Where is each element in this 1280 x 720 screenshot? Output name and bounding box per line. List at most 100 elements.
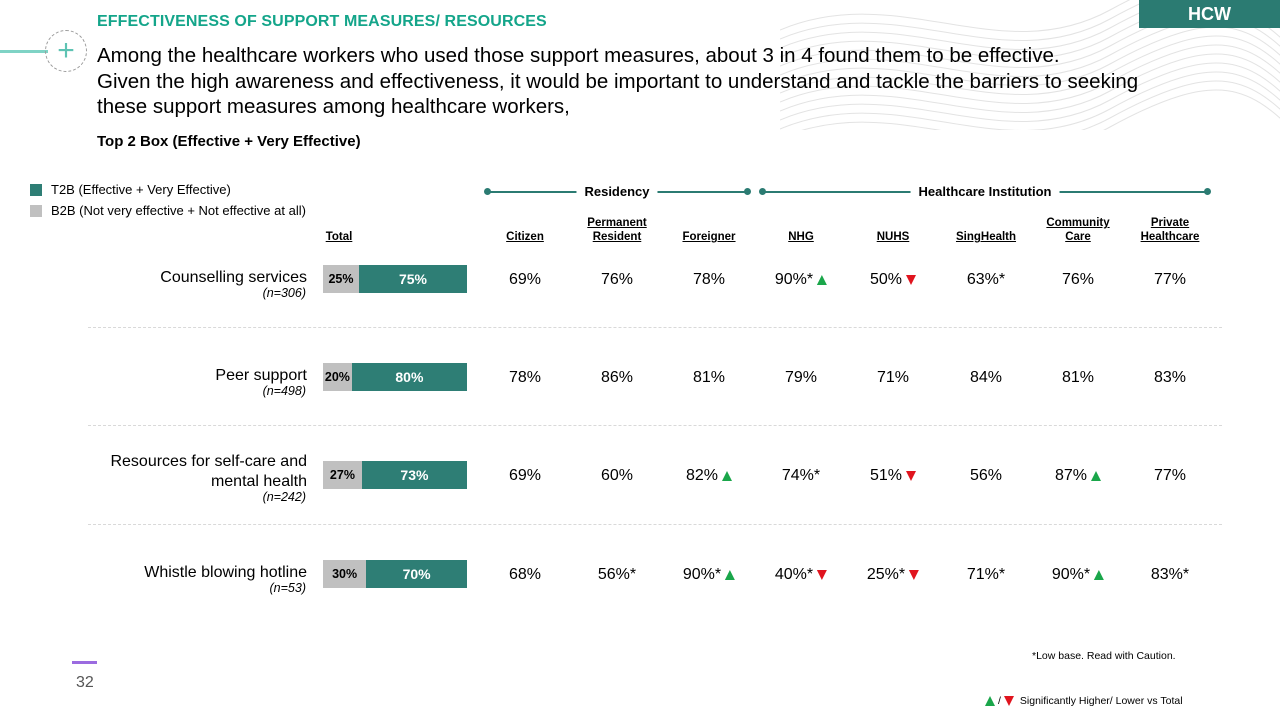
up-triangle-icon: [722, 471, 733, 481]
group-line-dot: [759, 188, 766, 195]
table-cell: 76%: [1062, 270, 1094, 290]
table-cell: 71%: [877, 368, 909, 388]
table-cell: 86%: [601, 368, 633, 388]
stacked-bar: 20% 80%: [323, 363, 467, 391]
row-label: mental health: [210, 473, 307, 490]
table-cell: 60%: [601, 466, 633, 486]
cell-value: 76%: [1061, 271, 1095, 288]
row-label: Resources for self-care and: [110, 453, 307, 470]
table-cell: 63%*: [967, 270, 1005, 290]
sig-note: Significantly Higher/ Lower vs Total: [1019, 695, 1183, 707]
decorative-contour-lines: [780, 0, 1280, 130]
column-header-line: Healthcare: [1140, 231, 1200, 243]
section-title: EFFECTIVENESS OF SUPPORT MEASURES/ RESOU…: [97, 13, 547, 30]
table-cell: 76%: [601, 270, 633, 290]
cell-value: 81%: [692, 369, 726, 386]
table-cell: 71%*: [967, 565, 1005, 585]
legend-label: T2B (Effective + Very Effective): [51, 182, 231, 197]
bar-segment-b2b: 25%: [323, 265, 359, 293]
column-header-line: Permanent: [587, 217, 647, 229]
down-triangle-icon: [906, 471, 917, 481]
table-cell: 90%*: [1051, 565, 1105, 585]
cell-value: 71%*: [966, 566, 1006, 583]
column-header-singhealth: SingHealth: [955, 231, 1017, 243]
table-cell: 40%*: [775, 565, 828, 585]
cell-value: 69%: [508, 467, 542, 484]
bar-segment-b2b: 30%: [323, 560, 367, 588]
table-cell: 50%: [869, 270, 917, 290]
stacked-bar: 30% 70%: [323, 560, 467, 588]
table-cell: 25%*: [866, 565, 920, 585]
table-cell: 51%: [869, 466, 917, 486]
row-base-size: (n=498): [262, 384, 306, 398]
contour-line: [801, 80, 1280, 130]
cell-value: 25%*: [866, 566, 906, 583]
significance-legend: / Significantly Higher/ Lower vs Total: [985, 695, 1183, 707]
contour-line: [780, 53, 1280, 113]
table-cell: 74%*: [782, 466, 820, 486]
table-cell: 90%*: [683, 565, 736, 585]
table-cell: 83%: [1154, 368, 1186, 388]
contour-line: [780, 35, 1280, 95]
contour-line: [780, 0, 1280, 41]
contour-line: [780, 0, 1280, 50]
stacked-bar: 25% 75%: [323, 265, 467, 293]
headline-line: Given the high awareness and effectivene…: [97, 69, 1139, 93]
group-line-dot: [484, 188, 491, 195]
bar-segment-b2b: 20%: [323, 363, 352, 391]
cell-value: 69%: [508, 271, 542, 288]
cell-value: 68%: [508, 566, 542, 583]
cell-value: 76%: [600, 271, 634, 288]
table-cell: 68%: [509, 565, 541, 585]
cell-value: 83%*: [1150, 566, 1190, 583]
table-cell: 87%: [1054, 466, 1102, 486]
column-header-line: Resident: [592, 231, 642, 243]
row-base-size: (n=53): [269, 581, 306, 595]
cell-value: 78%: [508, 369, 542, 386]
cell-value: 77%: [1153, 467, 1187, 484]
up-triangle-icon: [1091, 471, 1102, 481]
page-number-accent: [72, 661, 97, 664]
cell-value: 87%: [1054, 467, 1088, 484]
group-label-residency: Residency: [576, 184, 658, 200]
table-cell: 56%*: [598, 565, 636, 585]
legend-item-b2b: B2B (Not very effective + Not effective …: [30, 203, 306, 218]
cell-value: 74%*: [781, 467, 821, 484]
column-header-private-healthcare: Private Healthcare: [1141, 216, 1200, 244]
cell-value: 51%: [869, 467, 903, 484]
contour-line: [780, 71, 1280, 130]
row-label: Peer support: [215, 367, 307, 384]
low-base-footnote: *Low base. Read with Caution.: [1032, 650, 1176, 662]
bar-segment-t2b: 70%: [366, 560, 467, 588]
legend-item-t2b: T2B (Effective + Very Effective): [30, 182, 231, 197]
cell-value: 90%*: [1051, 566, 1091, 583]
cell-value: 81%: [1061, 369, 1095, 386]
cell-value: 78%: [692, 271, 726, 288]
cell-value: 82%: [685, 467, 719, 484]
down-triangle-icon: [817, 570, 828, 580]
column-header-nuhs: NUHS: [876, 231, 910, 243]
column-header-community-care: Community Care: [1046, 216, 1109, 244]
chart-subtitle: Top 2 Box (Effective + Very Effective): [97, 133, 361, 150]
cell-value: 60%: [600, 467, 634, 484]
cell-value: 63%*: [966, 271, 1006, 288]
group-line-dot: [1204, 188, 1211, 195]
up-triangle-icon: [817, 275, 828, 285]
legend-swatch-b2b: [30, 204, 42, 217]
table-cell: 69%: [509, 466, 541, 486]
table-cell: 69%: [509, 270, 541, 290]
row-divider: [88, 425, 1222, 426]
headline-line: these support measures among healthcare …: [97, 95, 570, 118]
cell-value: 56%*: [597, 566, 637, 583]
bar-segment-b2b: 27%: [323, 461, 362, 489]
row-label: Counselling services: [160, 269, 307, 286]
up-triangle-icon: [1094, 570, 1105, 580]
cell-value: 50%: [869, 271, 903, 288]
row-divider: [88, 327, 1222, 328]
row-base-size: (n=306): [262, 286, 306, 300]
table-cell: 84%: [970, 368, 1002, 388]
cell-value: 56%: [969, 467, 1003, 484]
table-cell: 82%: [685, 466, 733, 486]
row-divider: [88, 524, 1222, 525]
header-accent-line: [0, 50, 48, 53]
